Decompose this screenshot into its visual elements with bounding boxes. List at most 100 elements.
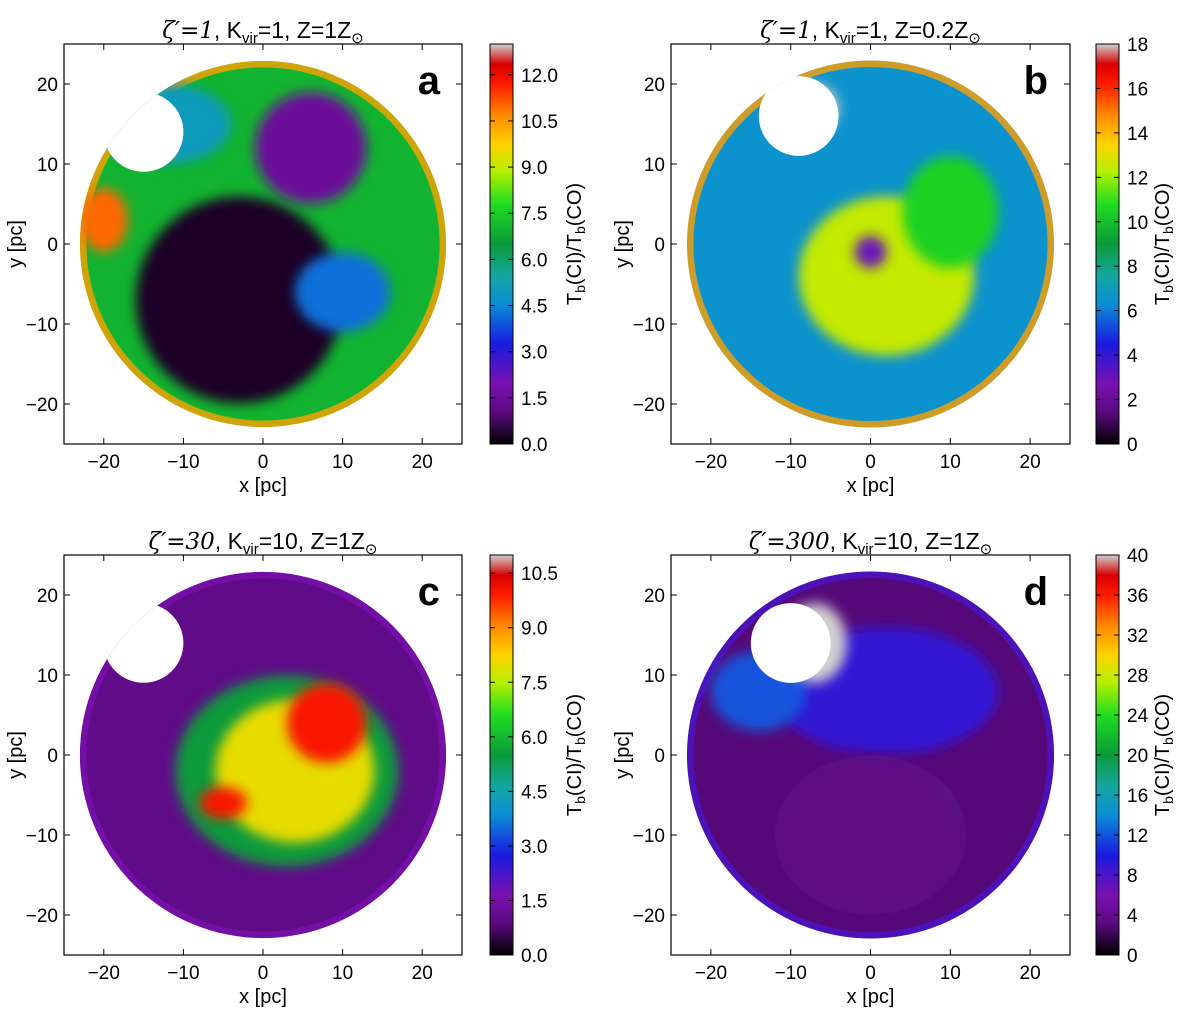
colorbar-label-part: b (1160, 226, 1176, 234)
x-axis-label: x [pc] (239, 986, 287, 1008)
colorbar-tick-label: 28 (1127, 666, 1148, 687)
colorbar-tick-label: 1.5 (521, 891, 547, 912)
panel-title: ζ′=1, Kvir=1, Z=0.2Z⊙ (760, 17, 981, 47)
y-tick-label: 20 (37, 75, 58, 96)
x-tick-label: 0 (865, 963, 876, 984)
title-part-z: Z=1Z (311, 528, 365, 554)
y-tick-label: −20 (26, 395, 58, 416)
colorbar-label-part: b (572, 737, 588, 745)
cloud-map-d (686, 571, 1055, 939)
y-tick-label: 0 (654, 746, 665, 767)
cloud-map-c (79, 571, 447, 939)
cloud-notch (103, 92, 184, 172)
colorbar-tick-label: 16 (1127, 786, 1148, 807)
title-part-kvir_sub: vir (840, 30, 856, 47)
colorbar-label-part: b (1160, 796, 1176, 804)
panel-title: ζ′=30, Kvir=10, Z=1Z⊙ (149, 528, 378, 558)
colorbar-label: Tb(CI)/Tb(CO) (564, 694, 588, 816)
y-tick-label: −10 (26, 826, 58, 847)
title-part-sun: ⊙ (365, 541, 378, 558)
x-axis-label: x [pc] (239, 475, 287, 497)
title-part-zeta: ζ′=30 (149, 529, 215, 555)
cloud-rim (79, 60, 447, 428)
title-part-sep: , (215, 528, 228, 554)
colorbar-label: Tb(CI)/Tb(CO) (1152, 694, 1176, 816)
title-part-z: Z=1Z (297, 17, 351, 43)
colorbar-label-part: T (564, 293, 586, 305)
colorbar-tick-label: 16 (1127, 79, 1148, 100)
colorbar-label: Tb(CI)/Tb(CO) (564, 183, 588, 305)
y-axis-label: y [pc] (5, 731, 27, 779)
colorbar-label-part: b (572, 226, 588, 234)
title-part-kvir: K (842, 528, 858, 554)
title-part-kvir_sub: vir (242, 30, 258, 47)
colorbar-tick-label: 36 (1127, 586, 1148, 607)
colorbar-label-part: T (1152, 804, 1174, 816)
colorbar-tick-label: 3.0 (521, 837, 547, 858)
colorbar-tick-label: 10.5 (521, 564, 558, 585)
y-axis-label: y [pc] (5, 220, 27, 268)
y-tick-label: 10 (644, 155, 665, 176)
colorbar-tick-label: 9.0 (521, 158, 547, 179)
title-part-sun: ⊙ (980, 541, 993, 558)
panel-letter: a (418, 59, 441, 103)
panel-title: ζ′=300, Kvir=10, Z=1Z⊙ (749, 528, 993, 558)
y-tick-label: −10 (633, 315, 665, 336)
colorbar-label-part: b (572, 285, 588, 293)
title-part-kvir_val: =10 (874, 528, 913, 554)
colorbar-tick-label: 14 (1127, 124, 1149, 145)
colorbar-label-part: (CO) (1152, 694, 1174, 737)
x-tick-label: −10 (167, 452, 199, 473)
title-part-sep: , (830, 528, 843, 554)
x-tick-label: 10 (332, 452, 353, 473)
colorbar-tick-label: 10 (1127, 213, 1148, 234)
cloud-region (854, 236, 887, 268)
colorbar-label-part: T (1152, 293, 1174, 305)
panel-d: −20 −10 0 10 20 20 10 0 −10 −20 x [pc] y [pc] ζ′=300… (612, 528, 1176, 1008)
x-tick-label: −20 (695, 963, 727, 984)
colorbar (489, 554, 514, 956)
y-tick-label: −10 (26, 315, 58, 336)
x-tick-label: −20 (88, 452, 120, 473)
title-part-kvir_val: =10 (259, 528, 298, 554)
panel-letter: d (1024, 570, 1048, 614)
y-axis-label: y [pc] (612, 731, 634, 779)
cloud-region (902, 156, 999, 268)
x-tick-label: 0 (258, 963, 269, 984)
colorbar-label-part: (CO) (564, 694, 586, 737)
x-tick-label: 10 (940, 452, 961, 473)
colorbar-label-part: (CI)/T (1152, 745, 1174, 796)
colorbar-tick-label: 0 (1127, 435, 1138, 456)
title-part-zeta: ζ′=1 (760, 18, 812, 44)
y-tick-label: 0 (654, 235, 665, 256)
panel-title: ζ′=1, Kvir=1, Z=1Z⊙ (162, 17, 363, 47)
x-tick-label: 0 (258, 452, 269, 473)
x-tick-label: 20 (412, 963, 433, 984)
y-tick-label: 20 (644, 75, 665, 96)
title-part-kvir_val: =1 (258, 17, 284, 43)
colorbar-tick-label: 0.0 (521, 946, 547, 967)
colorbar-tick-label: 32 (1127, 626, 1148, 647)
x-tick-label: 20 (1020, 452, 1041, 473)
panel-a: −20 −10 0 10 20 20 10 0 −10 −20 x [pc] y [pc] ζ′=1, … (5, 17, 588, 497)
x-tick-label: 10 (332, 963, 353, 984)
cloud-notch (103, 603, 184, 683)
colorbar-tick-label: 12.0 (521, 66, 558, 87)
colorbar-tick-label: 8 (1127, 257, 1138, 278)
x-tick-label: −10 (775, 963, 807, 984)
x-tick-label: 20 (412, 452, 433, 473)
title-part-zeta: ζ′=300 (749, 529, 830, 555)
title-part-sep2: , (298, 528, 311, 554)
y-axis-label: y [pc] (612, 220, 634, 268)
y-tick-label: −20 (26, 906, 58, 927)
x-tick-label: −10 (775, 452, 807, 473)
colorbar-label-part: T (564, 804, 586, 816)
y-tick-label: 10 (37, 666, 58, 687)
title-part-sep: , (214, 17, 227, 43)
colorbar-tick-label: 4 (1127, 346, 1138, 367)
colorbar-tick-label: 12 (1127, 826, 1148, 847)
colorbar-tick-label: 4 (1127, 906, 1138, 927)
title-part-zeta: ζ′=1 (162, 18, 214, 44)
